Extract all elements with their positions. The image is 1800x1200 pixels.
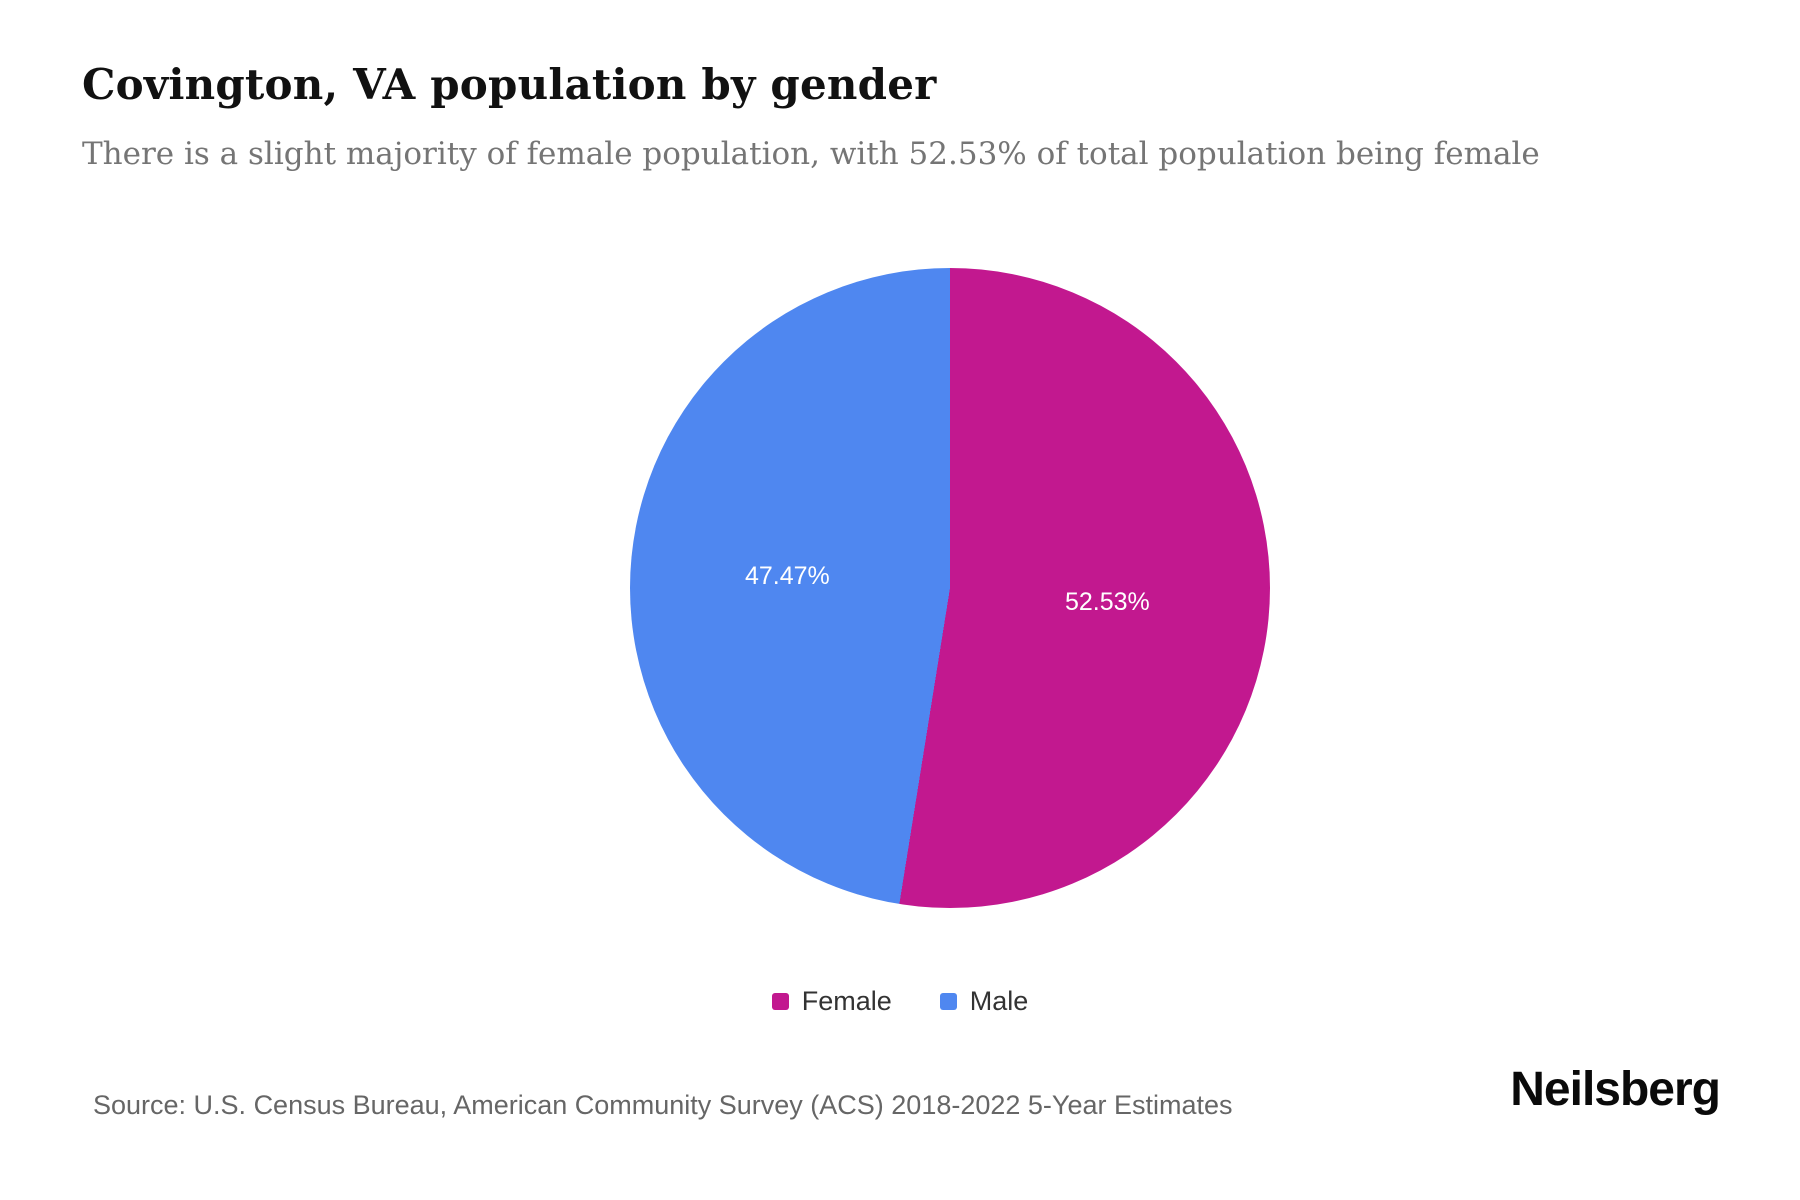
legend-label: Female — [801, 986, 892, 1016]
legend: Female Male — [0, 986, 1800, 1017]
chart-title: Covington, VA population by gender — [82, 60, 937, 109]
pie-slice-label-female: 52.53% — [1065, 588, 1150, 616]
legend-item-male[interactable]: Male — [939, 986, 1029, 1017]
brand-logo: Neilsberg — [1510, 1063, 1721, 1116]
legend-swatch-female — [771, 993, 789, 1010]
source-note: Source: U.S. Census Bureau, American Com… — [93, 1090, 1233, 1120]
legend-label: Male — [969, 986, 1029, 1016]
legend-item-female[interactable]: Female — [771, 986, 892, 1017]
legend-swatch-male — [939, 993, 957, 1010]
chart-subtitle: There is a slight majority of female pop… — [82, 136, 1540, 172]
pie-slice-label-male: 47.47% — [745, 562, 830, 590]
pie-chart — [630, 268, 1270, 908]
